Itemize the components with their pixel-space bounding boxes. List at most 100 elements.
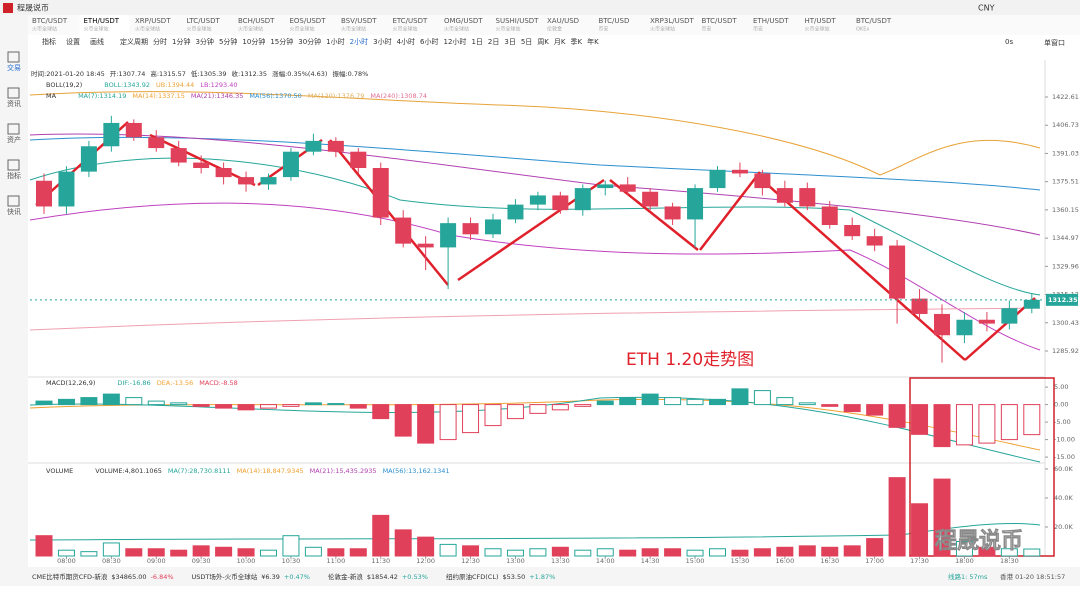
- period[interactable]: 年K: [587, 37, 599, 46]
- candle-body: [125, 122, 142, 138]
- period[interactable]: 15分钟: [270, 37, 293, 46]
- x-tick-label: 13:30: [551, 557, 570, 565]
- tab[interactable]: BTC/USD: [599, 17, 630, 25]
- volume-bar: [35, 535, 53, 557]
- sidebar-item[interactable]: 指标: [7, 171, 21, 180]
- macd-bar: [596, 400, 614, 406]
- tab-bar: [0, 15, 1080, 35]
- period[interactable]: 1分钟: [172, 37, 190, 46]
- window-select[interactable]: 单窗口: [1044, 38, 1065, 47]
- macd-bar: [686, 398, 704, 406]
- period[interactable]: 6小时: [420, 37, 438, 46]
- tab[interactable]: XRP/USDT: [135, 17, 171, 25]
- sidebar-icon: [7, 159, 20, 171]
- tab[interactable]: BSV/USDT: [341, 17, 377, 25]
- period[interactable]: 10分钟: [242, 37, 265, 46]
- latency: 线路1: 57ms: [948, 572, 988, 581]
- period[interactable]: 3分钟: [195, 37, 213, 46]
- tool[interactable]: 设置: [66, 37, 80, 46]
- tab[interactable]: LTC/USDT: [187, 17, 221, 25]
- volume-bar: [147, 548, 165, 557]
- tab[interactable]: HT/USDT: [805, 17, 837, 25]
- period[interactable]: 1日: [471, 38, 482, 46]
- x-tick-label: 17:00: [865, 557, 884, 565]
- title-bar: [0, 0, 1080, 15]
- x-tick-label: 16:30: [820, 557, 839, 565]
- period[interactable]: 季K: [571, 37, 583, 46]
- sidebar-item[interactable]: 资产: [7, 135, 21, 144]
- period[interactable]: 2小时: [350, 37, 368, 46]
- candle-body: [170, 148, 187, 163]
- x-tick-label: 12:00: [416, 557, 435, 565]
- macd-bar: [506, 404, 524, 420]
- period[interactable]: 月K: [554, 38, 566, 46]
- ticker: CME比特币期货CFD-新浪: [32, 572, 108, 581]
- tab[interactable]: ETH/USDT: [753, 17, 789, 25]
- period[interactable]: 2日: [488, 38, 499, 46]
- candle-body: [866, 236, 883, 246]
- candle-body: [80, 146, 97, 172]
- period[interactable]: 5日: [521, 38, 532, 46]
- tab[interactable]: SUSHI/USDT: [496, 17, 540, 25]
- tab[interactable]: BTC/USDT: [32, 17, 68, 25]
- indicator-value: MA(56):1370.50: [249, 92, 301, 100]
- sidebar-item[interactable]: 快讯: [7, 207, 21, 216]
- ticker: $1854.42: [367, 573, 398, 581]
- y-tick-label: 1406.73: [1052, 121, 1079, 129]
- tab[interactable]: ETC/USDT: [393, 17, 428, 25]
- ticker: 伦敦金-新浪: [328, 572, 363, 581]
- x-tick-label: 14:00: [596, 557, 615, 565]
- currency-select[interactable]: CNY: [978, 4, 995, 13]
- candle-body: [821, 206, 838, 225]
- period[interactable]: 30分钟: [298, 37, 321, 46]
- tab-sub: 火币全球站: [650, 26, 675, 33]
- period[interactable]: 3日: [504, 38, 515, 46]
- tab[interactable]: ETH/USDT: [84, 17, 120, 25]
- annotation: ETH 1.20走势图: [626, 350, 754, 370]
- y-tick-label: 1285.92: [1052, 347, 1079, 355]
- macd-bar: [80, 397, 98, 406]
- macd-bar: [192, 404, 210, 407]
- timer: 0s: [1005, 38, 1013, 46]
- period[interactable]: 分时: [153, 37, 167, 46]
- sidebar-item[interactable]: 交易: [7, 63, 21, 72]
- tab-sub: 币安: [702, 26, 712, 33]
- period[interactable]: 3小时: [373, 37, 391, 46]
- volume-bar: [686, 549, 704, 557]
- period[interactable]: 定义周期: [120, 37, 148, 46]
- volume-bar: [731, 549, 749, 557]
- period[interactable]: 1小时: [326, 37, 344, 46]
- tab[interactable]: XRP3L/USDT: [650, 17, 695, 25]
- macd-bar: [866, 404, 884, 416]
- candle-body: [103, 122, 120, 147]
- indicator-value: MA(14):18,847.9345: [237, 467, 304, 475]
- sidebar-icon: [7, 87, 20, 99]
- candle-body: [956, 319, 973, 336]
- x-tick-label: 09:00: [147, 557, 166, 565]
- tool[interactable]: 指标: [42, 37, 56, 46]
- ohlc-info: 涨幅:0.35%(4.63): [272, 69, 327, 78]
- indicator-value: DEA:-13.56: [157, 379, 194, 387]
- candle-body: [687, 188, 704, 220]
- tab[interactable]: BTC/USDT: [702, 17, 738, 25]
- candle-body: [305, 140, 322, 152]
- arrow: [759, 177, 966, 361]
- current-price-box: [1046, 293, 1078, 306]
- tab-sub: 币安: [753, 26, 763, 33]
- period[interactable]: 5分钟: [219, 37, 237, 46]
- tab[interactable]: XAU/USD: [547, 17, 579, 25]
- tool[interactable]: 画线: [90, 37, 104, 46]
- candle-body: [552, 195, 569, 211]
- ticker: 纽约原油CFD(CL): [446, 572, 499, 581]
- period[interactable]: 周K: [537, 38, 549, 46]
- volume-bar: [978, 546, 996, 557]
- tab[interactable]: EOS/USDT: [290, 17, 327, 25]
- volume-bar: [192, 545, 210, 557]
- tab[interactable]: BCH/USDT: [238, 17, 275, 25]
- tab[interactable]: BTC/USDT: [856, 17, 892, 25]
- sidebar-item[interactable]: 资讯: [7, 99, 21, 108]
- period[interactable]: 12小时: [444, 37, 467, 46]
- indicator-value: MA(14):1337.15: [132, 92, 184, 100]
- tab[interactable]: OMG/USDT: [444, 17, 483, 25]
- period[interactable]: 4小时: [397, 37, 415, 46]
